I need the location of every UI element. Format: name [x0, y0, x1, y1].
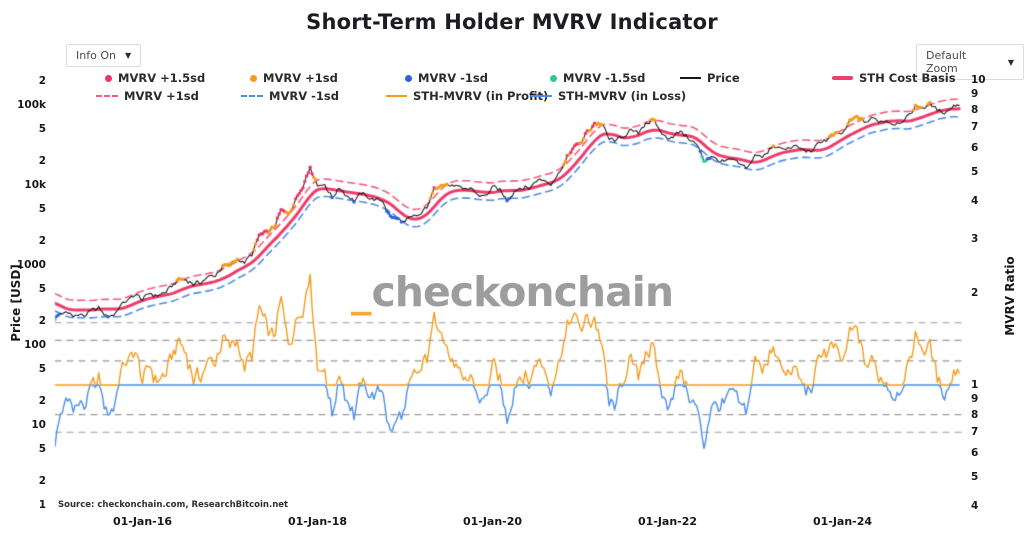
legend-item-mvrv-1sd[interactable]: MVRV +1sd: [250, 71, 338, 85]
legend-label: MVRV +1sd: [124, 89, 199, 103]
dot-marker-icon: [250, 74, 257, 82]
info-on-dropdown[interactable]: Info On ▼: [66, 44, 142, 67]
legend-label: MVRV -1.5sd: [563, 71, 646, 85]
legend-item-sth-cost-basis[interactable]: STH Cost Basis: [832, 71, 956, 85]
legend-label: MVRV +1.5sd: [118, 71, 206, 85]
legend-item-mvrv-1sd[interactable]: MVRV -1sd: [241, 89, 339, 103]
legend-label: MVRV +1sd: [263, 71, 338, 85]
dot-marker-icon: [405, 74, 412, 82]
legend-item-mvrv-1-5sd[interactable]: MVRV +1.5sd: [105, 71, 205, 85]
dash-marker-icon: [241, 95, 263, 97]
legend-item-sth-mvrv-in-loss[interactable]: STH-MVRV (in Loss): [531, 89, 686, 103]
legend-item-mvrv-1-5sd[interactable]: MVRV -1.5sd: [550, 71, 645, 85]
legend-item-mvrv-1sd[interactable]: MVRV +1sd: [96, 89, 199, 103]
legend-item-sth-mvrv-in-profit[interactable]: STH-MVRV (in Profit): [386, 89, 548, 103]
dash-marker-icon: [96, 95, 118, 97]
legend-label: Price: [707, 71, 740, 85]
chevron-down-icon: ▼: [124, 51, 132, 60]
legend-item-price[interactable]: Price: [680, 71, 740, 85]
dot-marker-icon: [550, 74, 557, 82]
legend-label: STH-MVRV (in Profit): [413, 89, 549, 103]
chevron-down-icon: ▼: [1007, 57, 1014, 67]
info-on-label: Info On: [76, 49, 116, 62]
legend-item-mvrv-1sd[interactable]: MVRV -1sd: [405, 71, 488, 85]
line-marker-icon: [386, 95, 407, 97]
line-thick-marker-icon: [832, 76, 853, 80]
line-marker-icon: [680, 77, 701, 79]
legend-label: STH Cost Basis: [859, 71, 956, 85]
legend-label: MVRV -1sd: [269, 89, 339, 103]
dot-marker-icon: [105, 74, 112, 82]
default-zoom-label: Default Zoom: [926, 49, 967, 75]
legend-label: MVRV -1sd: [418, 71, 488, 85]
legend-label: STH-MVRV (in Loss): [558, 89, 687, 103]
line-marker-icon: [531, 95, 552, 97]
default-zoom-dropdown[interactable]: Default Zoom ▼: [916, 44, 1024, 80]
